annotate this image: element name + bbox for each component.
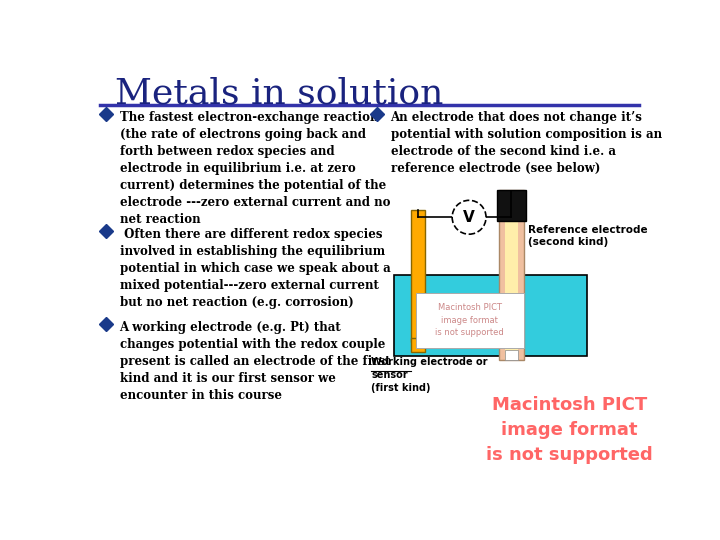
Circle shape	[452, 200, 486, 234]
Text: Metals in solution: Metals in solution	[115, 76, 444, 110]
Bar	[411, 210, 426, 342]
Bar	[497, 190, 526, 221]
Text: Often there are different redox species
involved in establishing the equilibrium: Often there are different redox species …	[120, 228, 390, 309]
Bar	[395, 275, 587, 356]
Text: A working electrode (e.g. Pt) that
changes potential with the redox couple
prese: A working electrode (e.g. Pt) that chang…	[120, 321, 390, 402]
Bar	[505, 350, 518, 360]
Text: V: V	[463, 210, 475, 225]
Text: Macintosh PICT
image format
is not supported: Macintosh PICT image format is not suppo…	[486, 396, 652, 464]
Text: An electrode that does not change it’s
potential with solution composition is an: An electrode that does not change it’s p…	[390, 111, 662, 175]
Bar	[411, 338, 426, 352]
Bar	[416, 293, 523, 348]
Bar	[499, 190, 523, 360]
Text: Working electrode or
sensor
(first kind): Working electrode or sensor (first kind)	[372, 357, 488, 393]
Text: Macintosh PICT
image format
is not supported: Macintosh PICT image format is not suppo…	[436, 303, 504, 338]
Text: Reference electrode
(second kind): Reference electrode (second kind)	[528, 225, 648, 247]
Text: The fastest electron-exchange reaction
(the rate of electrons going back and
for: The fastest electron-exchange reaction (…	[120, 111, 390, 226]
Bar	[505, 221, 518, 360]
